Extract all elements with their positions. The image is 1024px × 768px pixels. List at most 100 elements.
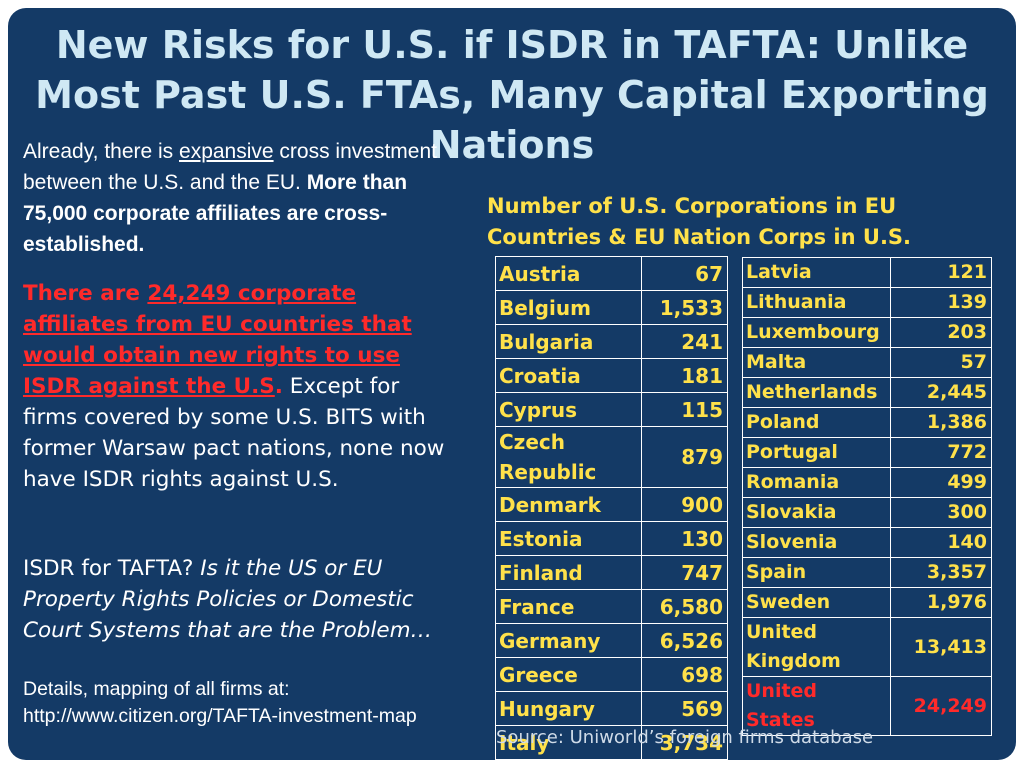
corporation-count: 57: [890, 347, 992, 378]
country-name: Croatia: [495, 358, 642, 393]
country-name: Spain: [742, 557, 891, 588]
table-row: Czech Republic 879: [495, 426, 728, 488]
country-name: United Kingdom: [742, 617, 891, 677]
corporation-count: 121: [890, 257, 992, 288]
table-row: France 6,580: [495, 589, 728, 624]
intro-text-1: Already, there is: [23, 140, 180, 163]
corporation-count: 900: [641, 487, 728, 522]
country-name: Denmark: [495, 487, 642, 522]
country-name: Sweden: [742, 587, 891, 618]
corporation-count: 6,580: [641, 589, 728, 624]
table-row: Lithuania 139: [742, 287, 992, 318]
risk-red-underlined: 24,249 corporate affiliates from EU coun…: [23, 281, 412, 399]
risk-paragraph: There are 24,249 corporate affiliates fr…: [23, 278, 453, 495]
table-row: Cyprus 115: [495, 392, 728, 427]
country-name: United States: [742, 676, 891, 736]
country-name: Estonia: [495, 521, 642, 556]
table-row: Greece 698: [495, 657, 728, 692]
corporation-count: 698: [641, 657, 728, 692]
country-name: Netherlands: [742, 377, 891, 408]
country-name: Malta: [742, 347, 891, 378]
source-note: Source: Uniworld’s foreign firms databas…: [496, 727, 874, 748]
table-row: Spain 3,357: [742, 557, 992, 588]
country-name: Czech Republic: [495, 426, 642, 488]
country-name: Latvia: [742, 257, 891, 288]
table-row: Latvia 121: [742, 257, 992, 288]
corporation-count: 300: [890, 497, 992, 528]
country-name: Portugal: [742, 437, 891, 468]
table-row: Finland 747: [495, 555, 728, 590]
intro-bold-statement: More than 75,000 corporate affiliates ar…: [23, 171, 408, 256]
country-name: Italy: [495, 725, 642, 760]
table-row: Romania 499: [742, 467, 992, 498]
country-name: Austria: [495, 256, 642, 291]
corporation-count: 139: [890, 287, 992, 318]
country-name: Hungary: [495, 691, 642, 726]
intro-text-2: cross investment between the U.S. and th…: [23, 140, 437, 194]
corporation-count: 747: [641, 555, 728, 590]
intro-paragraph: Already, there is expansive cross invest…: [23, 136, 453, 260]
table-row: Croatia 181: [495, 358, 728, 393]
country-name: Slovakia: [742, 497, 891, 528]
table-row: Sweden 1,976: [742, 587, 992, 618]
table-row: Luxembourg 203: [742, 317, 992, 348]
table-row: Denmark 900: [495, 487, 728, 522]
country-name: Lithuania: [742, 287, 891, 318]
risk-red-lead: There are: [23, 281, 148, 306]
isdr-lead: ISDR for TAFTA?: [23, 556, 201, 581]
country-name: Romania: [742, 467, 891, 498]
country-name: Belgium: [495, 290, 642, 325]
table-row: Slovakia 300: [742, 497, 992, 528]
corporation-count: 499: [890, 467, 992, 498]
slide: New Risks for U.S. if ISDR in TAFTA: Unl…: [8, 8, 1016, 760]
corporation-count: 130: [641, 521, 728, 556]
isdr-question: ISDR for TAFTA? Is it the US or EU Prope…: [23, 553, 453, 646]
corporation-count: 203: [890, 317, 992, 348]
table-row: Slovenia 140: [742, 527, 992, 558]
table-row: Estonia 130: [495, 521, 728, 556]
table-row: Belgium 1,533: [495, 290, 728, 325]
isdr-italic: Is it the US or EU Property Rights Polic…: [23, 556, 433, 643]
slide-title: New Risks for U.S. if ISDR in TAFTA: Unl…: [35, 23, 989, 167]
country-name: Luxembourg: [742, 317, 891, 348]
table-row: Bulgaria 241: [495, 324, 728, 359]
country-name: Slovenia: [742, 527, 891, 558]
country-name: Bulgaria: [495, 324, 642, 359]
table-row: Poland 1,386: [742, 407, 992, 438]
table-row: United States 24,249: [742, 676, 992, 736]
corporation-count: 569: [641, 691, 728, 726]
country-name: Poland: [742, 407, 891, 438]
corporation-count: 181: [641, 358, 728, 393]
corporation-count: 241: [641, 324, 728, 359]
corporation-count: 1,386: [890, 407, 992, 438]
corporation-count: 67: [641, 256, 728, 291]
corporation-count: 772: [890, 437, 992, 468]
details-note: Details, mapping of all firms at: http:/…: [23, 678, 417, 727]
table-row: Austria 67: [495, 256, 728, 291]
table-row: Malta 57: [742, 347, 992, 378]
country-name: Greece: [495, 657, 642, 692]
corporation-count: 3,357: [890, 557, 992, 588]
country-name: Finland: [495, 555, 642, 590]
country-table-left: Austria 67 Belgium 1,533 Bulgaria 241 Croatia 1…: [495, 256, 728, 760]
intro-underlined-word: expansive: [179, 140, 274, 163]
corporation-count: 115: [641, 392, 728, 427]
table-row: Italy 3,734: [495, 725, 728, 760]
corporation-count: 1,976: [890, 587, 992, 618]
table-row: Hungary 569: [495, 691, 728, 726]
risk-rest: Except for firms covered by some U.S. BI…: [23, 374, 445, 492]
risk-red-period: .: [274, 374, 283, 399]
corporation-count: 879: [641, 426, 728, 488]
corporation-count: 13,413: [890, 617, 992, 677]
country-name: Germany: [495, 623, 642, 658]
table-row: United Kingdom 13,413: [742, 617, 992, 677]
corporation-count: 2,445: [890, 377, 992, 408]
country-table-right: Latvia 121 Lithuania 139 Luxembourg 203 Malta 5…: [742, 257, 992, 736]
corporation-count: 1,533: [641, 290, 728, 325]
corporation-count: 24,249: [890, 676, 992, 736]
country-name: Cyprus: [495, 392, 642, 427]
table-row: Portugal 772: [742, 437, 992, 468]
corporation-count: 6,526: [641, 623, 728, 658]
corporation-count: 140: [890, 527, 992, 558]
country-name: France: [495, 589, 642, 624]
